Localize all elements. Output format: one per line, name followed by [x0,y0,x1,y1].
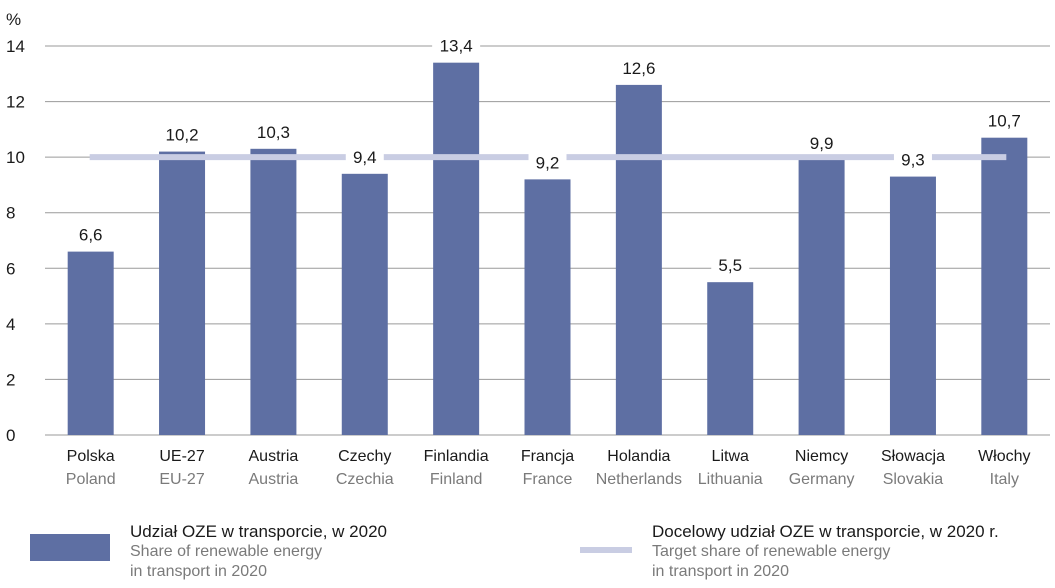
bar [341,173,388,436]
y-tick-label: 4 [6,315,15,334]
x-tick-label-en: France [523,471,573,488]
data-label: 9,3 [901,151,925,170]
x-tick-label: Austria [249,448,299,465]
data-label: 10,7 [988,112,1021,131]
y-tick-label: 6 [6,259,15,278]
x-tick-label: Polska [67,448,115,465]
y-tick-label: 0 [6,426,15,445]
data-label-bg [345,145,384,168]
legend-bars-en-1: Share of renewable energy [130,543,323,560]
x-tick-label-en: Slovakia [883,471,944,488]
x-tick-label-en: EU-27 [159,471,204,488]
data-label-bg [71,223,110,246]
y-tick-label: 8 [6,204,15,223]
legend-target-pl: Docelowy udział OZE w transporcie, w 202… [652,522,999,541]
y-tick-label: 2 [6,370,15,389]
x-tick-label: Litwa [712,448,749,465]
legend-bar-swatch [30,534,110,561]
legend-line-swatch [580,547,632,553]
data-label: 9,4 [353,148,377,167]
x-tick-label: Słowacja [881,448,945,465]
x-tick-label-en: Italy [990,471,1019,488]
x-tick-label-en: Germany [789,471,855,488]
x-tick-label-en: Czechia [336,471,394,488]
data-label: 9,9 [810,134,834,153]
data-label: 13,4 [440,37,473,56]
x-tick-label: Czechy [338,448,391,465]
data-label: 10,2 [165,126,198,145]
data-label-bg [711,254,750,277]
bar [250,148,297,436]
y-tick-label: 10 [6,148,25,167]
y-tick-label: 12 [6,93,25,112]
data-label-bg [614,56,663,79]
y-axis: % 0 2 4 6 8 10 12 14 [6,10,25,445]
data-label-bg [893,148,932,171]
y-unit-label: % [6,10,21,29]
data-label: 9,2 [536,153,560,172]
data-label: 6,6 [79,226,103,245]
x-tick-label: Finlandia [424,448,489,465]
bars [67,62,1028,436]
data-label-bg [528,151,567,174]
bar [889,176,936,436]
x-tick-label: Niemcy [795,448,848,465]
bar [159,151,206,436]
bar [615,84,662,436]
data-label: 10,3 [257,123,290,142]
legend-bars-en-2: in transport in 2020 [130,563,267,580]
x-tick-label: Holandia [607,448,670,465]
data-label-bg [802,131,841,154]
data-label-bg [158,123,207,146]
data-label-bg [980,109,1029,132]
x-tick-label-en: Austria [249,471,299,488]
bar [524,179,571,435]
x-tick-label: UE-27 [159,448,204,465]
x-tick-label-en: Finland [430,471,482,488]
bar [707,282,754,435]
data-labels: 6,6 10,2 10,3 9,4 13,4 9,2 12,6 5,5 9,9 9,3 10,7 [71,34,1029,277]
x-tick-label-en: Poland [66,471,116,488]
data-label-bg [249,120,298,143]
bar [67,251,114,435]
legend-target-en-2: in transport in 2020 [652,563,789,580]
bar [798,159,845,435]
y-tick-label: 14 [6,37,25,56]
x-tick-label-en: Lithuania [698,471,763,488]
x-tick-label: Włochy [978,448,1030,465]
bar [981,137,1028,435]
x-axis: Polska Poland UE-27 EU-27 Austria Austria Czec… [66,448,1031,488]
legend-target-en-1: Target share of renewable energy [652,543,891,560]
legend-bars-pl: Udział OZE w transporcie, w 2020 [130,522,387,541]
data-label: 12,6 [622,59,655,78]
x-tick-label-en: Netherlands [596,471,682,488]
bar-chart: % 0 2 4 6 8 10 12 14 6,6 10,2 10,3 9,4 13,4 9,2 12,6 5… [6,10,1050,488]
legend-bars: Udział OZE w transporcie, w 2020 Share o… [30,522,387,582]
x-tick-label: Francja [521,448,574,465]
bar [433,62,480,436]
data-label-bg [432,34,481,57]
data-label: 5,5 [718,256,742,275]
legend-target: Docelowy udział OZE w transporcie, w 202… [580,522,999,582]
